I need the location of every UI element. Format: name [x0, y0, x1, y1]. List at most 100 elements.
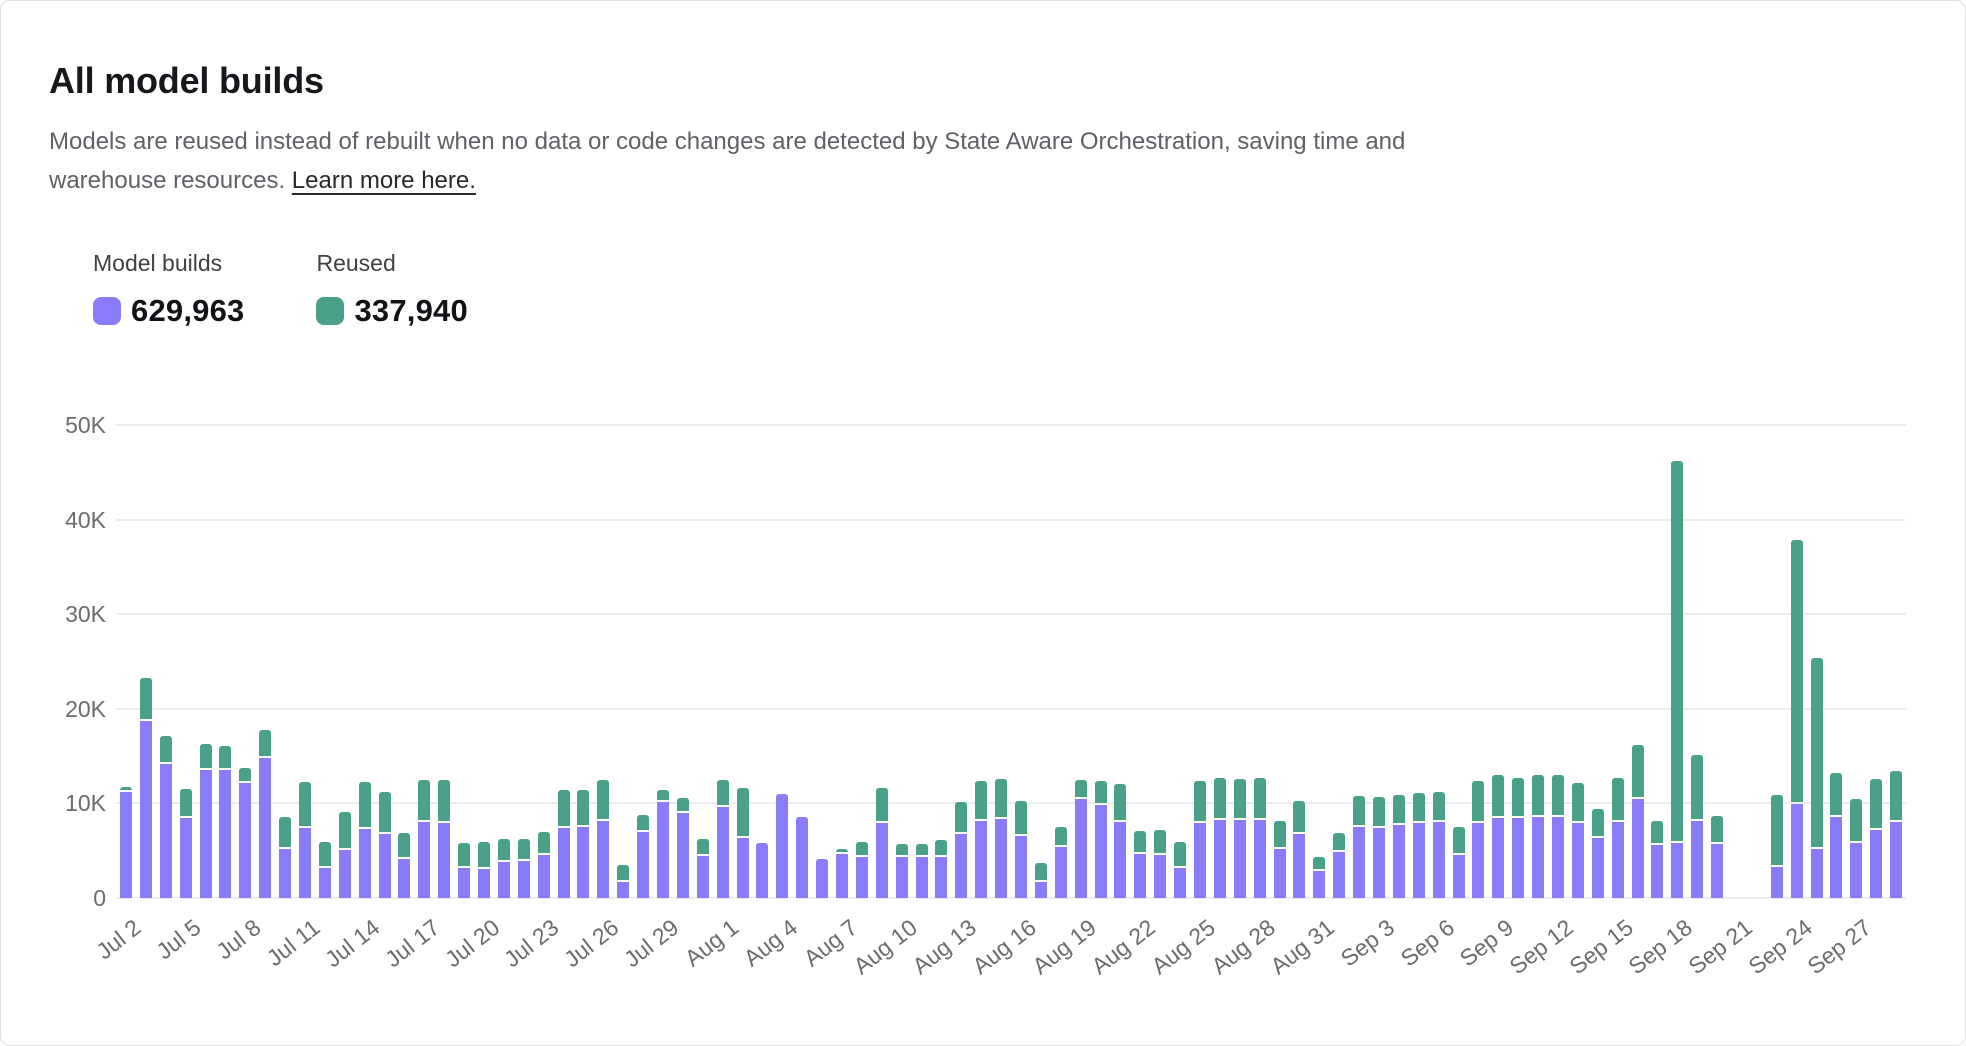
bar-model-builds-Aug-1[interactable] — [716, 807, 729, 898]
bar-reused-Aug-21[interactable] — [1114, 784, 1127, 821]
bar-model-builds-Aug-19[interactable] — [1074, 798, 1087, 898]
bar-model-builds-Aug-29[interactable] — [1273, 848, 1286, 898]
bar-reused-Aug-7[interactable] — [835, 848, 848, 853]
bar-reused-Aug-17[interactable] — [1034, 862, 1047, 880]
bar-reused-Aug-26[interactable] — [1213, 777, 1226, 819]
bar-reused-Jul-24[interactable] — [557, 790, 570, 826]
bar-reused-Sep-3[interactable] — [1372, 796, 1385, 826]
bar-model-builds-Aug-26[interactable] — [1213, 820, 1226, 898]
bar-reused-Jul-20[interactable] — [477, 842, 490, 867]
bar-model-builds-Aug-25[interactable] — [1193, 823, 1206, 898]
bar-model-builds-Aug-31[interactable] — [1313, 870, 1326, 898]
bar-model-builds-Aug-20[interactable] — [1094, 805, 1107, 898]
bar-model-builds-Jul-7[interactable] — [219, 770, 232, 898]
bar-model-builds-Jul-18[interactable] — [438, 823, 451, 898]
bar-reused-Sep-17[interactable] — [1651, 821, 1664, 844]
bar-reused-Jul-11[interactable] — [298, 782, 311, 826]
bar-model-builds-Sep-15[interactable] — [1611, 822, 1624, 898]
bar-model-builds-Jul-25[interactable] — [577, 827, 590, 898]
bar-model-builds-Aug-10[interactable] — [895, 857, 908, 898]
bar-model-builds-Aug-17[interactable] — [1034, 881, 1047, 898]
bar-model-builds-Sep-14[interactable] — [1591, 838, 1604, 898]
bar-reused-Jul-3[interactable] — [139, 678, 152, 720]
bar-model-builds-Sep-5[interactable] — [1412, 823, 1425, 898]
bar-model-builds-Aug-23[interactable] — [1154, 855, 1167, 898]
bar-model-builds-Jul-24[interactable] — [557, 827, 570, 898]
bar-model-builds-Sep-17[interactable] — [1651, 845, 1664, 898]
bar-model-builds-Jul-20[interactable] — [477, 868, 490, 898]
bar-model-builds-Jul-21[interactable] — [497, 862, 510, 898]
bar-reused-Jul-13[interactable] — [338, 811, 351, 848]
bar-model-builds-Aug-16[interactable] — [1014, 835, 1027, 898]
bar-reused-Aug-22[interactable] — [1134, 830, 1147, 853]
bar-model-builds-Jul-8[interactable] — [239, 782, 252, 898]
bar-model-builds-Jul-16[interactable] — [398, 859, 411, 898]
bar-reused-Jul-27[interactable] — [617, 864, 630, 880]
bar-reused-Jul-4[interactable] — [159, 736, 172, 762]
bar-reused-Jul-6[interactable] — [199, 743, 212, 769]
bar-reused-Jul-14[interactable] — [358, 781, 371, 827]
bar-reused-Sep-1[interactable] — [1333, 832, 1346, 850]
bar-reused-Sep-13[interactable] — [1571, 783, 1584, 822]
bar-model-builds-Aug-30[interactable] — [1293, 833, 1306, 898]
bar-reused-Sep-11[interactable] — [1532, 774, 1545, 815]
bar-reused-Aug-2[interactable] — [736, 788, 749, 837]
bar-reused-Sep-27[interactable] — [1850, 798, 1863, 842]
bar-reused-Aug-15[interactable] — [995, 778, 1008, 817]
bar-reused-Aug-31[interactable] — [1313, 857, 1326, 869]
bar-model-builds-Aug-22[interactable] — [1134, 854, 1147, 898]
bar-model-builds-Aug-2[interactable] — [736, 838, 749, 898]
bar-reused-Sep-19[interactable] — [1691, 755, 1704, 820]
bar-reused-Jul-22[interactable] — [517, 839, 530, 860]
bar-model-builds-Jul-9[interactable] — [259, 757, 272, 898]
bar-reused-Jul-17[interactable] — [418, 779, 431, 821]
bar-reused-Aug-29[interactable] — [1273, 821, 1286, 847]
bar-model-builds-Aug-8[interactable] — [855, 857, 868, 898]
bar-reused-Aug-19[interactable] — [1074, 779, 1087, 797]
bar-reused-Jul-19[interactable] — [458, 843, 471, 866]
bar-model-builds-Jul-29[interactable] — [656, 801, 669, 898]
bar-model-builds-Jul-22[interactable] — [517, 861, 530, 898]
bar-model-builds-Aug-13[interactable] — [955, 833, 968, 898]
bar-reused-Jul-31[interactable] — [696, 839, 709, 855]
bar-model-builds-Sep-12[interactable] — [1551, 816, 1564, 898]
bar-reused-Jul-26[interactable] — [597, 779, 610, 820]
bar-reused-Jul-21[interactable] — [497, 839, 510, 861]
bar-reused-Jul-12[interactable] — [318, 842, 331, 866]
bar-reused-Sep-20[interactable] — [1711, 815, 1724, 843]
bar-reused-Sep-9[interactable] — [1492, 774, 1505, 816]
bar-model-builds-Jul-28[interactable] — [637, 831, 650, 898]
bar-reused-Sep-29[interactable] — [1890, 771, 1903, 821]
bar-model-builds-Sep-20[interactable] — [1711, 844, 1724, 898]
bar-reused-Aug-24[interactable] — [1174, 842, 1187, 866]
bar-reused-Aug-25[interactable] — [1193, 780, 1206, 822]
bar-model-builds-Aug-15[interactable] — [995, 818, 1008, 898]
bar-reused-Sep-16[interactable] — [1631, 744, 1644, 797]
legend-item-model-builds[interactable]: Model builds 629,963 — [93, 250, 244, 329]
bar-model-builds-Sep-9[interactable] — [1492, 817, 1505, 898]
bar-reused-Sep-12[interactable] — [1551, 774, 1564, 815]
bar-model-builds-Sep-10[interactable] — [1512, 817, 1525, 898]
bar-model-builds-Jul-4[interactable] — [159, 763, 172, 898]
bar-model-builds-Sep-23[interactable] — [1770, 866, 1783, 898]
bar-reused-Jul-2[interactable] — [119, 787, 132, 791]
bar-reused-Jul-9[interactable] — [259, 729, 272, 756]
bar-model-builds-Aug-6[interactable] — [816, 859, 829, 898]
bar-model-builds-Jul-15[interactable] — [378, 833, 391, 898]
bar-reused-Jul-10[interactable] — [279, 816, 292, 847]
bar-model-builds-Sep-13[interactable] — [1571, 823, 1584, 898]
bar-model-builds-Jul-3[interactable] — [139, 721, 152, 898]
bar-model-builds-Jul-14[interactable] — [358, 828, 371, 898]
bar-reused-Aug-9[interactable] — [875, 788, 888, 822]
bar-reused-Sep-4[interactable] — [1392, 794, 1405, 824]
bar-reused-Aug-11[interactable] — [915, 843, 928, 856]
bar-reused-Jul-8[interactable] — [239, 768, 252, 781]
bar-reused-Sep-24[interactable] — [1790, 540, 1803, 803]
bar-model-builds-Aug-12[interactable] — [935, 857, 948, 898]
bar-model-builds-Sep-2[interactable] — [1353, 827, 1366, 898]
bar-model-builds-Aug-14[interactable] — [975, 821, 988, 898]
bar-reused-Jul-5[interactable] — [179, 789, 192, 816]
bar-model-builds-Sep-8[interactable] — [1472, 823, 1485, 898]
bar-reused-Sep-26[interactable] — [1830, 773, 1843, 815]
bar-model-builds-Jul-19[interactable] — [458, 867, 471, 898]
